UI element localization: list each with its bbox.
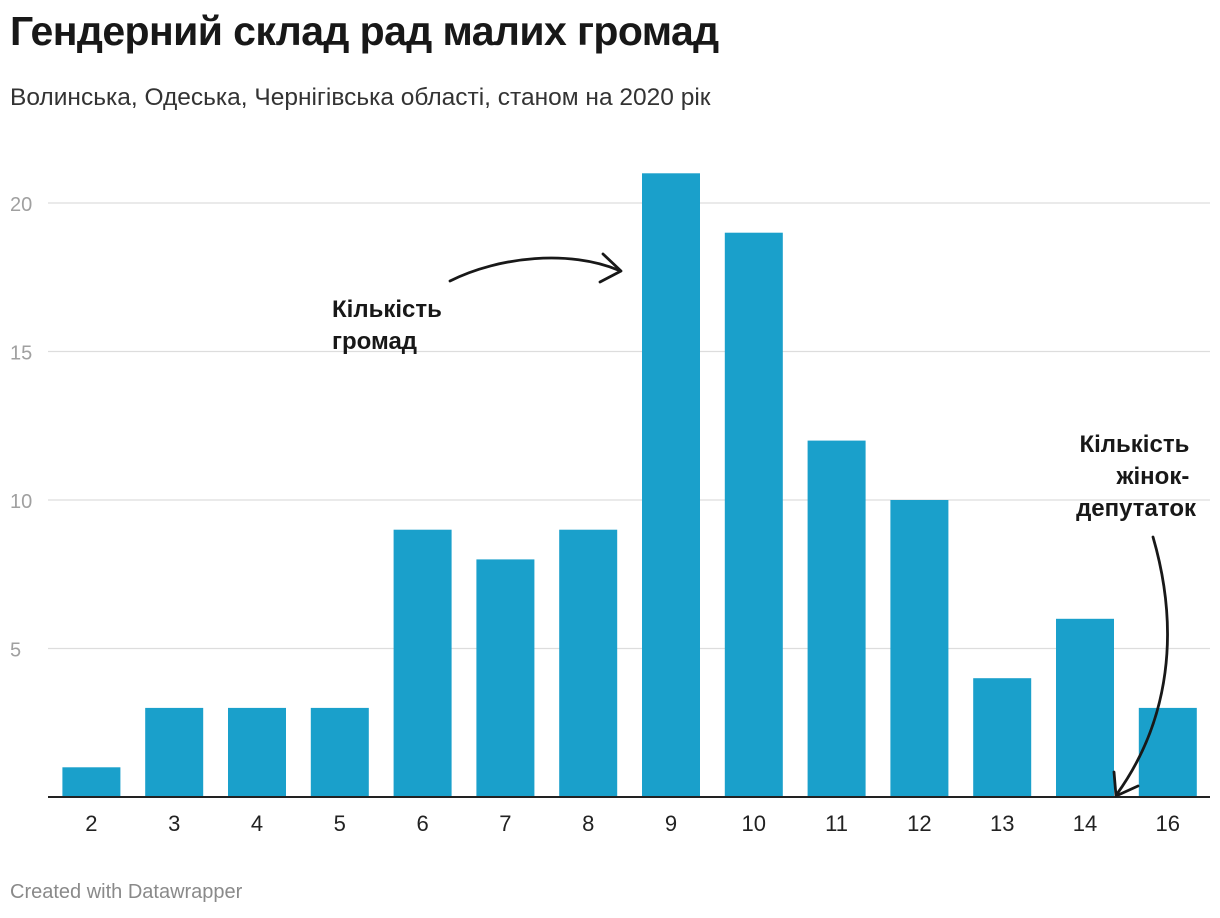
bar-4	[228, 707, 286, 797]
x-tick-label: 10	[742, 811, 766, 836]
bar-10	[724, 232, 783, 797]
x-tick-label: 3	[168, 811, 180, 836]
x-tick-label: 11	[825, 811, 848, 836]
x-tick-label: 12	[907, 811, 931, 836]
arrowhead-to-axis-icon	[1112, 770, 1140, 798]
axes: 2 3 4 5 6 7 8 9 10 11 12 13 14 16	[48, 796, 1210, 836]
annotations: Кількість громад Кількість жінок- депута…	[332, 252, 1197, 798]
bar-3	[145, 707, 204, 797]
annotation-women-deputies-line-2: жінок-	[1115, 463, 1189, 490]
x-tick-label: 13	[990, 811, 1014, 836]
x-tick-label: 16	[1156, 811, 1180, 836]
x-tick-label: 7	[499, 811, 511, 836]
annotation-women-deputies-line-3: депутаток	[1076, 495, 1197, 522]
x-tick-label: 9	[665, 811, 677, 836]
bar-12	[890, 500, 949, 797]
credit-text: Created with Datawrapper	[10, 881, 243, 903]
bar-6	[393, 529, 452, 797]
annotation-women-deputies-line-1: Кількість	[1079, 431, 1189, 458]
y-tick-label: 10	[10, 491, 32, 513]
x-tick-label: 4	[251, 811, 263, 836]
y-tick-label: 5	[10, 640, 21, 662]
bar-8	[559, 529, 618, 797]
bar-16	[1138, 707, 1197, 797]
arrow-to-bars-icon	[448, 256, 620, 283]
x-tick-label: 5	[334, 811, 346, 836]
annotation-count-communities: Кількість громад	[332, 296, 449, 355]
bar-2	[62, 767, 121, 797]
arrowhead-to-bars-icon	[598, 252, 623, 284]
x-tick-label: 2	[85, 811, 97, 836]
chart-subtitle: Волинська, Одеська, Чернігівська області…	[10, 84, 711, 111]
bar-11	[807, 440, 866, 797]
x-tick-label: 6	[416, 811, 428, 836]
bar-9	[642, 173, 700, 798]
annotation-women-deputies: Кількість жінок- депутаток	[1076, 431, 1197, 522]
bar-7	[476, 559, 535, 797]
bar-14	[1056, 618, 1114, 797]
x-tick-label: 14	[1073, 811, 1097, 836]
bars	[62, 173, 1197, 798]
gridlines: 5 10 15 20	[10, 194, 1210, 662]
bar-13	[973, 678, 1032, 797]
chart-title: Гендерний склад рад малих громад	[10, 8, 719, 54]
y-tick-label: 15	[10, 343, 32, 365]
arrow-to-axis-icon	[1115, 535, 1169, 796]
annotation-count-communities-line-2: громад	[332, 328, 417, 355]
x-tick-label: 8	[582, 811, 594, 836]
annotation-count-communities-line-1: Кількість	[332, 296, 442, 323]
bar-5	[310, 707, 369, 797]
y-tick-label: 20	[10, 194, 32, 216]
